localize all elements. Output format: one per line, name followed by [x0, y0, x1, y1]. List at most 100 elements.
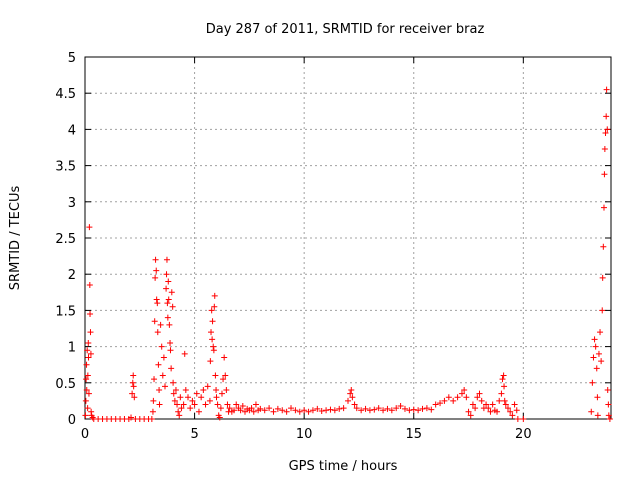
data-point [474, 394, 481, 401]
data-point [283, 408, 290, 415]
data-point [130, 372, 137, 379]
data-point [206, 397, 213, 404]
data-point [233, 401, 240, 408]
data-point [599, 274, 606, 281]
data-point [185, 394, 192, 401]
data-point [595, 350, 602, 357]
data-point [499, 376, 506, 383]
data-point [288, 405, 295, 412]
data-point [85, 339, 92, 346]
data-point [129, 390, 136, 397]
data-point [261, 407, 268, 414]
data-point [437, 400, 444, 407]
data-point [156, 401, 163, 408]
data-point [153, 267, 160, 274]
data-point [463, 394, 470, 401]
data-point [213, 394, 220, 401]
data-point [513, 407, 520, 414]
y-tick-label: 1 [68, 341, 76, 356]
data-point [496, 397, 503, 404]
data-point [168, 365, 175, 372]
data-point [371, 406, 378, 413]
data-point [87, 329, 94, 336]
data-point [151, 376, 158, 383]
data-point [600, 204, 607, 211]
data-point [87, 311, 94, 318]
data-point [82, 412, 89, 419]
data-point [149, 408, 156, 415]
y-tick-label: 5 [68, 51, 76, 66]
data-point [86, 282, 93, 289]
data-point [239, 402, 246, 409]
data-point [415, 407, 422, 414]
data-point [176, 412, 183, 419]
data-point [248, 405, 255, 412]
y-tick-label: 3 [68, 196, 76, 211]
data-point [432, 401, 439, 408]
y-tick-label: 4.5 [55, 87, 76, 102]
data-point [349, 394, 356, 401]
data-point [603, 113, 610, 120]
y-tick-label: 2 [68, 268, 76, 283]
data-point [128, 414, 135, 421]
data-point [195, 408, 202, 415]
data-point [150, 397, 157, 404]
data-point [181, 350, 188, 357]
data-point [187, 405, 194, 412]
data-point [154, 329, 161, 336]
data-point [86, 224, 93, 231]
data-point [423, 405, 430, 412]
data-point [388, 407, 395, 414]
data-point [85, 354, 92, 361]
data-point [406, 407, 413, 414]
data-point [166, 321, 173, 328]
y-tick-label: 0 [68, 413, 76, 428]
data-markers [82, 86, 613, 422]
data-point [156, 387, 163, 394]
data-point [209, 336, 216, 343]
data-point [323, 407, 330, 414]
x-axis-label: GPS time / hours [289, 459, 398, 474]
data-point [168, 289, 175, 296]
data-point [250, 408, 257, 415]
data-point [216, 414, 223, 421]
data-point [211, 292, 218, 299]
data-point [397, 402, 404, 409]
data-point [87, 350, 94, 357]
data-point [487, 408, 494, 415]
data-point [172, 387, 179, 394]
data-point [588, 408, 595, 415]
data-point [158, 343, 165, 350]
data-point [605, 401, 612, 408]
data-point [218, 390, 225, 397]
data-point [501, 397, 508, 404]
data-point [252, 401, 259, 408]
data-point [606, 416, 613, 422]
data-point [353, 405, 360, 412]
data-point [174, 401, 181, 408]
data-point [170, 390, 177, 397]
x-tick-label: 15 [405, 427, 422, 442]
y-tick-label: 2.5 [55, 232, 76, 247]
data-point [600, 243, 607, 250]
data-point [161, 383, 168, 390]
data-point [472, 405, 479, 412]
data-point [502, 401, 509, 408]
data-point [169, 303, 176, 310]
data-point [163, 256, 170, 263]
data-point [602, 130, 609, 137]
data-point [401, 405, 408, 412]
data-point [483, 401, 490, 408]
data-point [220, 376, 227, 383]
data-point [305, 408, 312, 415]
data-point [314, 405, 321, 412]
data-point [604, 126, 611, 133]
data-point [159, 372, 166, 379]
data-point [151, 318, 158, 325]
data-point [599, 307, 606, 314]
data-point [237, 407, 244, 414]
data-point [428, 406, 435, 413]
data-point [165, 278, 172, 285]
data-point [594, 412, 601, 419]
